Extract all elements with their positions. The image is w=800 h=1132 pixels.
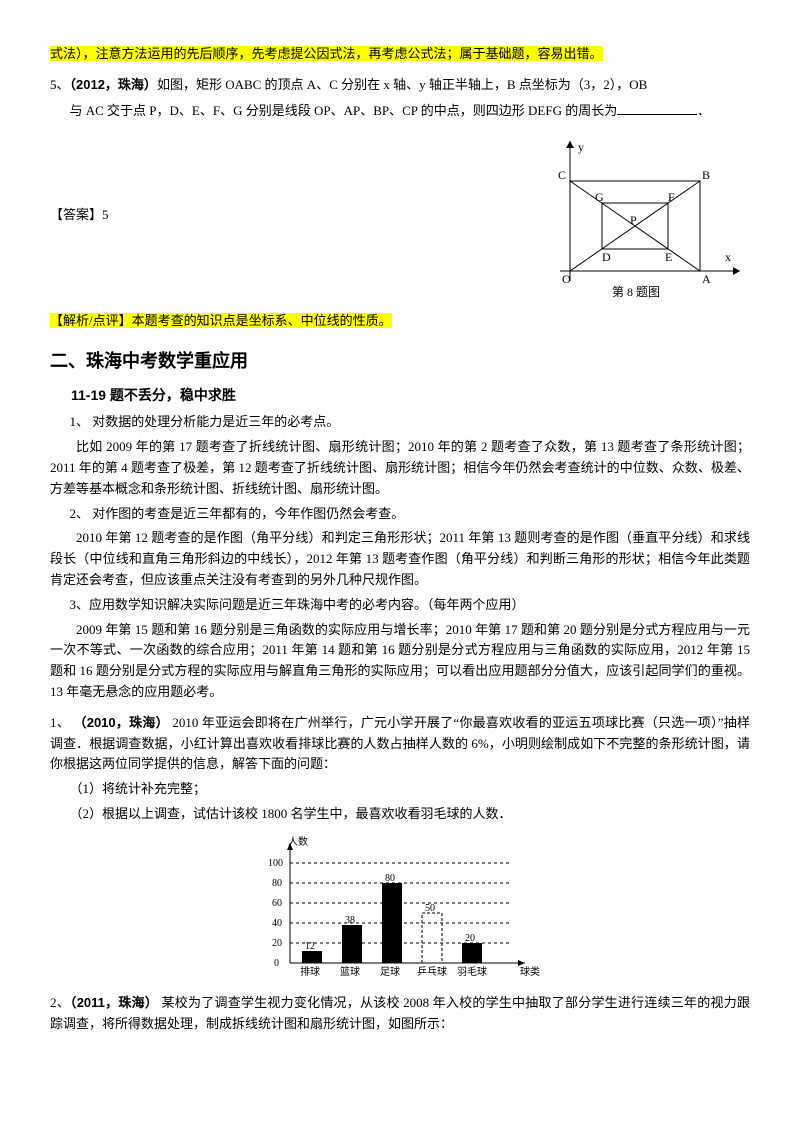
svg-text:羽毛球: 羽毛球 [457, 965, 487, 978]
ex1-q1: （1）将统计补充完整； [50, 779, 750, 800]
svg-text:P: P [630, 213, 637, 227]
s2-p3a: 2009 年第 15 题和第 16 题分别是三角函数的实际应用与增长率；2010… [50, 620, 750, 703]
svg-text:20: 20 [465, 933, 475, 944]
intro-highlight: 式法），注意方法运用的先后顺序，先考虑提公因式法，再考虑公式法；属于基础题，容易… [50, 44, 750, 65]
svg-text:y: y [578, 140, 584, 154]
svg-text:第 8 题图: 第 8 题图 [612, 285, 660, 299]
example-1: 1、 （2010，珠海） 2010 年亚运会即将在广州举行，广元小学开展了“你最… [50, 713, 750, 983]
svg-text:12: 12 [305, 941, 315, 952]
svg-text:乒乓球: 乒乓球 [417, 965, 447, 978]
svg-text:C: C [558, 168, 566, 182]
ex1-body: 1、 （2010，珠海） 2010 年亚运会即将在广州举行，广元小学开展了“你最… [50, 713, 750, 775]
s2-p2a: 2010 年第 12 题考查的是作图（角平分线）和判定三角形形状；2011 年第… [50, 528, 750, 590]
svg-text:G: G [595, 190, 604, 204]
svg-text:B: B [702, 168, 710, 182]
s2-p3: 3、应用数学知识解决实际问题是近三年珠海中考的必考内容。（每年两个应用） [50, 595, 750, 616]
svg-text:F: F [668, 190, 675, 204]
svg-text:38: 38 [345, 915, 355, 926]
q5-line1: 5、（2012，珠海）如图，矩形 OABC 的顶点 A、C 分别在 x 轴、y … [50, 75, 750, 96]
s2-p1a: 比如 2009 年的第 17 题考查了折线统计图、扇形统计图；2010 年的第 … [50, 437, 750, 499]
s2-p1: 1、 对数据的处理分析能力是近三年的必考点。 [50, 412, 750, 433]
svg-text:篮球: 篮球 [340, 965, 360, 978]
ex2-body: 2、（2011，珠海） 某校为了调查学生视力变化情况，从该校 2008 年入校的… [50, 993, 750, 1035]
svg-text:足球: 足球 [380, 965, 400, 978]
q5-analysis: 【解析/点评】本题考查的知识点是坐标系、中位线的性质。 [50, 311, 750, 332]
q5-answer: 【答案】5 [50, 205, 510, 226]
ex1-bar-chart: 0 20 40 60 80 100 人数 球类 12 38 80 50 20 排… [250, 833, 550, 983]
svg-text:40: 40 [272, 918, 282, 929]
svg-text:球类: 球类 [520, 965, 540, 978]
question-5: 5、（2012，珠海）如图，矩形 OABC 的顶点 A、C 分别在 x 轴、y … [50, 75, 750, 332]
ex1-q2: （2）根据以上调查，试估计该校 1800 名学生中，最喜欢收看羽毛球的人数． [50, 804, 750, 825]
svg-text:100: 100 [268, 858, 283, 869]
section2-title: 二、珠海中考数学重应用 [50, 347, 750, 376]
example-2: 2、（2011，珠海） 某校为了调查学生视力变化情况，从该校 2008 年入校的… [50, 993, 750, 1035]
svg-text:80: 80 [272, 878, 282, 889]
svg-text:D: D [602, 250, 611, 264]
svg-text:A: A [702, 272, 711, 286]
svg-text:O: O [562, 272, 571, 286]
svg-text:20: 20 [272, 938, 282, 949]
svg-text:80: 80 [385, 873, 395, 884]
svg-text:E: E [665, 250, 672, 264]
svg-text:排球: 排球 [300, 965, 320, 978]
q5-line2: 与 AC 交于点 P，D、E、F、G 分别是线段 OP、AP、BP、CP 的中点… [50, 100, 750, 122]
svg-text:60: 60 [272, 898, 282, 909]
svg-text:0: 0 [274, 958, 279, 969]
svg-text:人数: 人数 [288, 835, 308, 848]
section2-subtitle: 11-19 题不丢分，稳中求胜 [50, 384, 750, 406]
q5-figure: O A B C P G F D E x y 第 8 题图 [530, 131, 750, 301]
svg-text:x: x [725, 250, 731, 264]
s2-p2: 2、 对作图的考查是近三年都有的，今年作图仍然会考查。 [50, 504, 750, 525]
svg-text:50: 50 [425, 903, 435, 914]
